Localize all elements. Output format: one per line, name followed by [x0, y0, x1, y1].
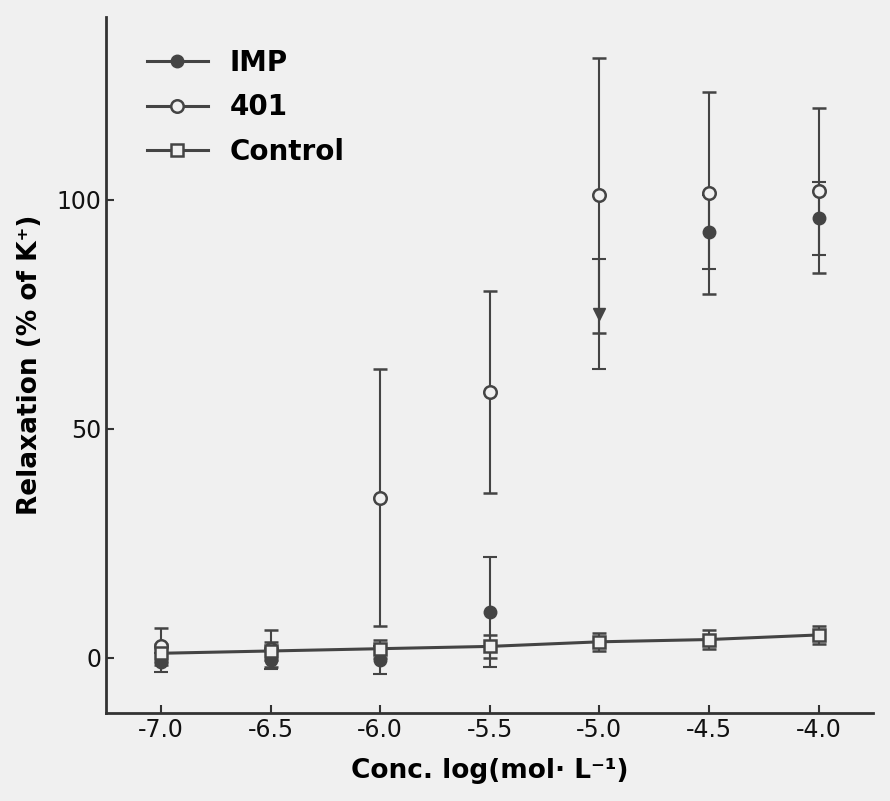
X-axis label: Conc. log(mol· L⁻¹): Conc. log(mol· L⁻¹) — [351, 759, 628, 784]
Legend: IMP, 401, Control: IMP, 401, Control — [135, 38, 356, 177]
Y-axis label: Relaxation (% of K⁺): Relaxation (% of K⁺) — [17, 215, 43, 515]
